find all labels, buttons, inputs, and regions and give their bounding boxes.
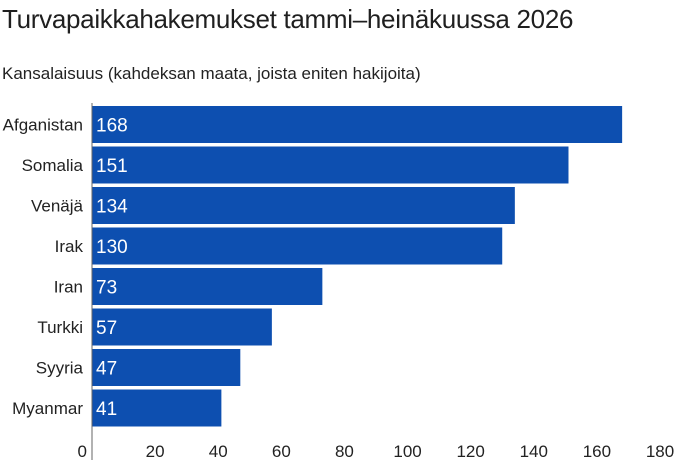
x-tick-label: 180 (646, 442, 674, 461)
x-tick-label: 100 (393, 442, 421, 461)
data-label: 57 (96, 318, 117, 339)
x-tick-label: 60 (272, 442, 291, 461)
bar (92, 106, 623, 143)
data-label: 151 (96, 156, 128, 177)
data-label: 41 (96, 399, 117, 420)
category-label: Irak (55, 237, 84, 256)
category-label: Somalia (22, 156, 84, 175)
bar (92, 389, 222, 427)
x-tick-label: 40 (209, 442, 228, 461)
bar (92, 308, 272, 346)
chart-title: Turvapaikkahakemukset tammi–heinäkuussa … (2, 4, 574, 34)
category-label: Afganistan (3, 116, 83, 135)
data-label: 168 (96, 116, 128, 137)
bar (92, 187, 515, 224)
data-label: 130 (96, 237, 128, 258)
bar (92, 268, 323, 305)
data-label: 73 (96, 278, 117, 299)
x-tick-label: 20 (146, 442, 165, 461)
x-tick-label: 140 (520, 442, 548, 461)
x-tick-label: 120 (456, 442, 484, 461)
x-tick-label: 160 (583, 442, 611, 461)
data-label: 134 (96, 197, 128, 218)
category-label: Myanmar (12, 399, 83, 418)
bar (92, 349, 241, 386)
category-label: Venäjä (31, 197, 84, 216)
chart-subtitle: Kansalaisuus (kahdeksan maata, joista en… (2, 64, 421, 83)
bar (92, 146, 569, 184)
x-tick-label: 80 (335, 442, 354, 461)
data-label: 47 (96, 359, 117, 380)
x-tick-label: 0 (78, 442, 87, 461)
category-label: Turkki (37, 318, 83, 337)
category-label: Iran (54, 278, 83, 297)
bar (92, 227, 503, 265)
category-label: Syyria (36, 359, 84, 378)
